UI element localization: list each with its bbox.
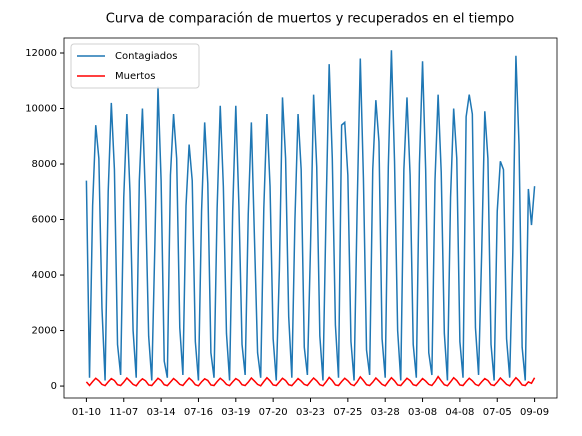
legend-label: Contagiados [115, 51, 177, 62]
legend-box [70, 43, 200, 89]
legend-label: Muertos [115, 71, 155, 82]
x-tick-label: 04-08 [445, 407, 474, 418]
x-tick-label: 03-23 [296, 407, 325, 418]
x-tick-label: 03-08 [408, 407, 437, 418]
y-tick-label: 2000 [32, 326, 57, 337]
x-tick-label: 03-19 [221, 407, 250, 418]
x-tick-label: 07-20 [259, 407, 288, 418]
y-tick-label: 0 [51, 381, 57, 392]
x-tick-label: 03-14 [147, 407, 176, 418]
x-tick-label: 07-16 [184, 407, 213, 418]
x-tick-label: 11-07 [109, 407, 138, 418]
y-tick-label: 6000 [32, 215, 57, 226]
chart-title: Curva de comparación de muertos y recupe… [106, 12, 514, 27]
y-tick-label: 10000 [25, 104, 57, 115]
y-tick-label: 8000 [32, 159, 57, 170]
x-tick-label: 09-09 [520, 407, 549, 418]
y-tick-label: 4000 [32, 270, 57, 281]
x-tick-label: 07-05 [483, 407, 512, 418]
plot-frame [63, 37, 558, 399]
x-tick-label: 07-25 [333, 407, 362, 418]
series-line [85, 375, 536, 387]
series-line [85, 50, 536, 381]
x-tick-label: 03-28 [371, 407, 400, 418]
x-tick-label: 01-10 [72, 407, 101, 418]
y-tick-label: 12000 [25, 48, 57, 59]
legend: Contagiados Muertos [70, 43, 200, 89]
